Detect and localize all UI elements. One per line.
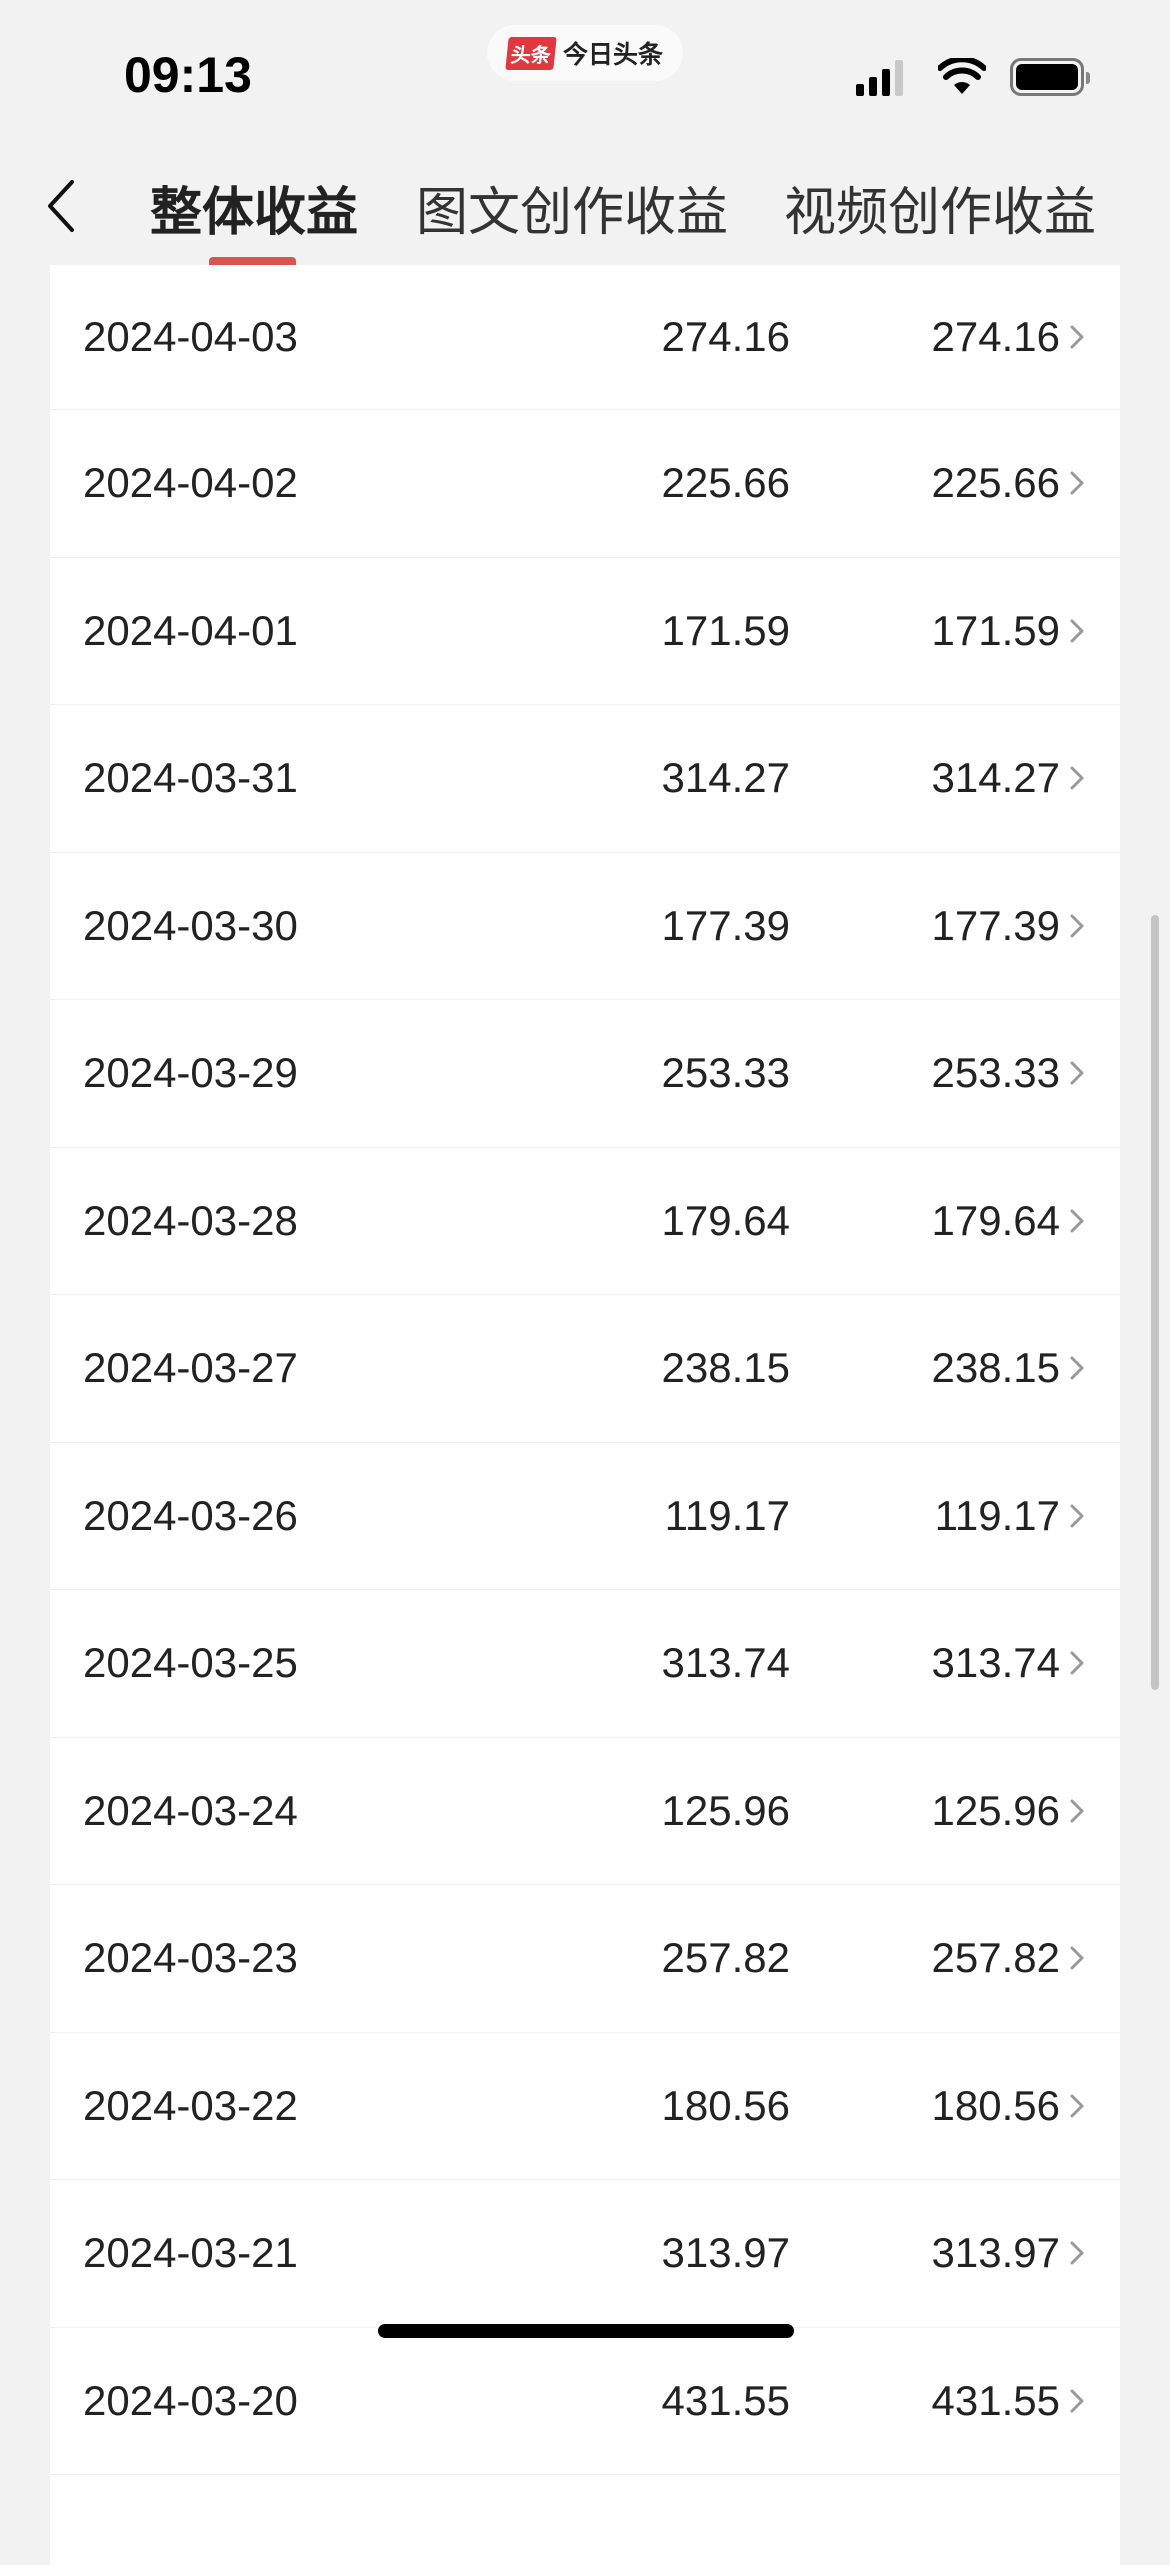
table-row[interactable]: 2024-03-27 238.15 238.15	[50, 1295, 1120, 1443]
row-earnings: 253.33	[931, 1049, 1060, 1097]
row-date: 2024-03-27	[83, 1344, 298, 1392]
row-date: 2024-03-26	[83, 1491, 298, 1539]
row-total-earnings: 274.16	[661, 313, 790, 360]
row-earnings: 274.16	[931, 313, 1060, 360]
chevron-right-icon	[1070, 2241, 1084, 2265]
status-bar: 09:13 头条 今日头条	[0, 0, 1170, 130]
row-earnings: 314.27	[931, 754, 1060, 802]
chevron-right-icon	[1070, 1651, 1084, 1675]
row-date: 2024-04-03	[83, 313, 298, 360]
row-date: 2024-04-01	[83, 606, 298, 654]
table-row[interactable]: 2024-03-20 431.55 431.55	[50, 2328, 1120, 2475]
row-total-earnings: 177.39	[661, 901, 790, 949]
battery-icon	[1010, 58, 1090, 96]
chevron-right-icon	[1070, 2389, 1084, 2413]
row-earnings: 177.39	[931, 901, 1060, 949]
chevron-right-icon	[1070, 1504, 1084, 1528]
row-earnings: 225.66	[931, 459, 1060, 507]
chevron-right-icon	[1070, 1061, 1084, 1085]
chevron-right-icon	[1070, 1946, 1084, 1970]
row-total-earnings: 314.27	[661, 754, 790, 802]
table-row[interactable]: 2024-03-22 180.56 180.56	[50, 2033, 1120, 2180]
tab-article-earnings[interactable]: 图文创作收益	[416, 184, 729, 242]
row-total-earnings: 313.97	[661, 2229, 790, 2277]
table-row[interactable]: 2024-03-26 119.17 119.17	[50, 1443, 1120, 1590]
chevron-right-icon	[1070, 1209, 1084, 1233]
table-row[interactable]: 2024-03-30 177.39 177.39	[50, 853, 1120, 1000]
row-earnings: 238.15	[931, 1344, 1060, 1392]
chevron-right-icon	[1070, 325, 1084, 349]
chevron-right-icon	[1070, 2094, 1084, 2118]
row-date: 2024-03-28	[83, 1196, 298, 1244]
table-row[interactable]: 2024-03-23 257.82 257.82	[50, 1885, 1120, 2033]
signal-icon	[856, 60, 903, 96]
chevron-right-icon	[1070, 471, 1084, 495]
row-total-earnings: 119.17	[664, 1491, 790, 1539]
tab-video-earnings[interactable]: 视频创作收益	[784, 184, 1097, 242]
row-date: 2024-03-24	[83, 1786, 298, 1834]
app-indicator-pill[interactable]: 头条 今日头条	[487, 25, 683, 81]
row-date: 2024-03-23	[83, 1934, 298, 1982]
table-row[interactable]: 2024-04-03 274.16 274.16	[50, 265, 1120, 410]
back-chevron-icon[interactable]	[40, 176, 90, 236]
tab-bar: 整体收益 图文创作收益 视频创作收益	[0, 150, 1170, 265]
table-row[interactable]: 2024-04-02 225.66 225.66	[50, 410, 1120, 558]
table-row[interactable]: 2024-03-24 125.96 125.96	[50, 1738, 1120, 1885]
home-indicator[interactable]	[378, 2324, 794, 2338]
chevron-right-icon	[1070, 766, 1084, 790]
row-total-earnings: 313.74	[661, 1639, 790, 1687]
active-tab-indicator	[209, 257, 296, 265]
wifi-icon	[938, 58, 986, 94]
row-earnings: 313.74	[931, 1639, 1060, 1687]
row-date: 2024-03-30	[83, 901, 298, 949]
chevron-right-icon	[1070, 619, 1084, 643]
row-total-earnings: 179.64	[661, 1196, 790, 1244]
row-earnings: 313.97	[931, 2229, 1060, 2277]
table-row[interactable]: 2024-04-01 171.59 171.59	[50, 558, 1120, 705]
row-date: 2024-03-22	[83, 2081, 298, 2129]
row-date: 2024-03-25	[83, 1639, 298, 1687]
row-total-earnings: 171.59	[661, 606, 790, 654]
row-total-earnings: 253.33	[661, 1049, 790, 1097]
chevron-right-icon	[1070, 914, 1084, 938]
table-row[interactable]: 2024-03-25 313.74 313.74	[50, 1590, 1120, 1738]
table-row[interactable]: 2024-03-28 179.64 179.64	[50, 1148, 1120, 1295]
row-earnings: 431.55	[931, 2376, 1060, 2424]
row-date: 2024-03-29	[83, 1049, 298, 1097]
table-row[interactable]: 2024-03-29 253.33 253.33	[50, 1000, 1120, 1148]
row-earnings: 171.59	[931, 606, 1060, 654]
chevron-right-icon	[1070, 1356, 1084, 1380]
row-date: 2024-03-31	[83, 754, 298, 802]
row-total-earnings: 125.96	[661, 1786, 790, 1834]
toutiao-logo-icon: 头条	[505, 36, 557, 70]
row-total-earnings: 180.56	[661, 2081, 790, 2129]
chevron-right-icon	[1070, 1799, 1084, 1823]
app-name: 今日头条	[562, 41, 663, 69]
row-earnings: 119.17	[934, 1491, 1060, 1539]
row-earnings: 257.82	[931, 1934, 1060, 1982]
row-earnings: 125.96	[931, 1786, 1060, 1834]
row-earnings: 179.64	[931, 1196, 1060, 1244]
row-date: 2024-03-20	[83, 2376, 298, 2424]
table-row[interactable]: 2024-03-31 314.27 314.27	[50, 705, 1120, 853]
row-date: 2024-03-21	[83, 2229, 298, 2277]
row-total-earnings: 431.55	[661, 2376, 790, 2424]
row-total-earnings: 257.82	[661, 1934, 790, 1982]
row-date: 2024-04-02	[83, 459, 298, 507]
status-time: 09:13	[124, 47, 252, 103]
row-total-earnings: 238.15	[661, 1344, 790, 1392]
row-total-earnings: 225.66	[661, 459, 790, 507]
tab-overall-earnings[interactable]: 整体收益	[150, 184, 359, 242]
row-earnings: 180.56	[931, 2081, 1060, 2129]
scrollbar[interactable]	[1151, 915, 1159, 1690]
table-row[interactable]: 2024-03-21 313.97 313.97	[50, 2180, 1120, 2328]
earnings-list: 2024-04-03 274.16 274.16 2024-04-02 225.66 22…	[50, 265, 1120, 2565]
